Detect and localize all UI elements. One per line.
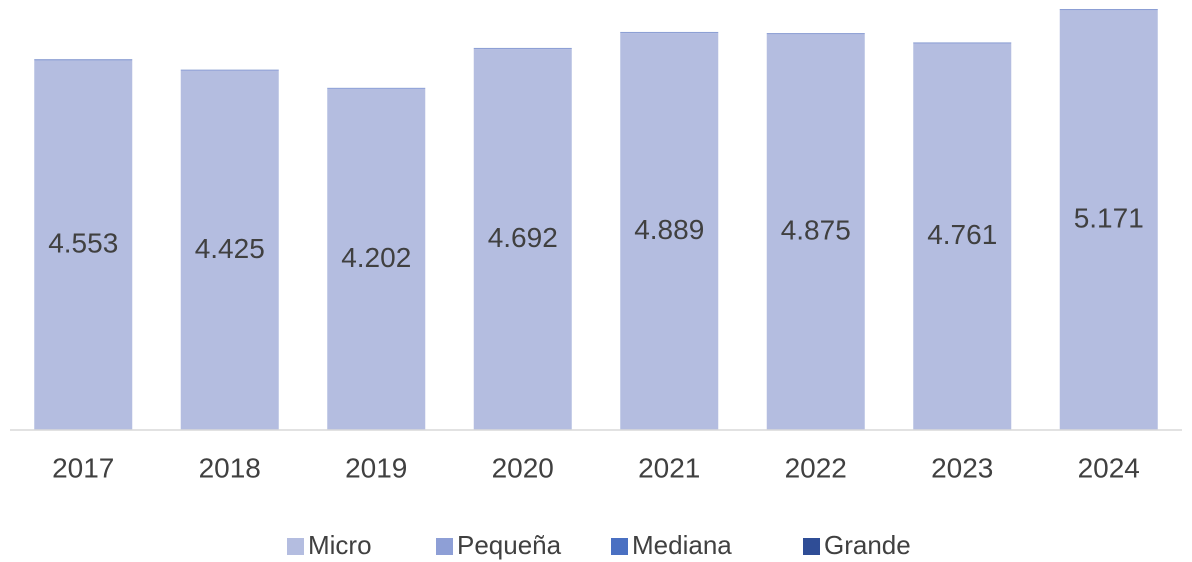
legend-label: Micro <box>308 530 372 560</box>
data-label: 4.425 <box>195 233 265 264</box>
legend-swatch <box>803 538 820 555</box>
bar-segment <box>473 48 572 50</box>
bar-segment <box>766 33 865 35</box>
x-tick-label: 2023 <box>931 452 993 483</box>
data-label: 4.553 <box>48 228 118 259</box>
bar-segment <box>620 32 719 34</box>
data-label: 4.202 <box>341 242 411 273</box>
x-tick-label: 2017 <box>52 452 114 483</box>
x-tick-label: 2020 <box>492 452 554 483</box>
x-tick-label: 2019 <box>345 452 407 483</box>
bar-segment <box>913 42 1012 44</box>
bar-segment <box>327 88 426 89</box>
bar-segment <box>1059 10 1158 430</box>
data-label: 5.171 <box>1074 203 1144 234</box>
data-label: 4.761 <box>927 219 997 250</box>
legend-label: Pequeña <box>457 530 562 560</box>
bar-segment <box>180 69 279 71</box>
bar-segment <box>473 49 572 431</box>
legend-label: Mediana <box>632 530 732 560</box>
bar-segment <box>620 33 719 430</box>
data-label: 4.889 <box>634 214 704 245</box>
bar-segment <box>34 60 133 431</box>
legend-swatch <box>436 538 453 555</box>
legend-label: Grande <box>824 530 911 560</box>
legend-swatch <box>611 538 628 555</box>
legend-swatch <box>287 538 304 555</box>
data-label: 4.875 <box>781 215 851 246</box>
bar-segment <box>1059 9 1158 11</box>
x-tick-label: 2018 <box>199 452 261 483</box>
bar-segment <box>913 43 1012 431</box>
bar-segment <box>327 88 426 430</box>
bar-segment <box>180 70 279 430</box>
bar-segment <box>766 34 865 431</box>
x-tick-label: 2022 <box>785 452 847 483</box>
x-tick-label: 2021 <box>638 452 700 483</box>
x-tick-label: 2024 <box>1078 452 1140 483</box>
data-label: 4.692 <box>488 222 558 253</box>
bar-segment <box>34 59 133 61</box>
